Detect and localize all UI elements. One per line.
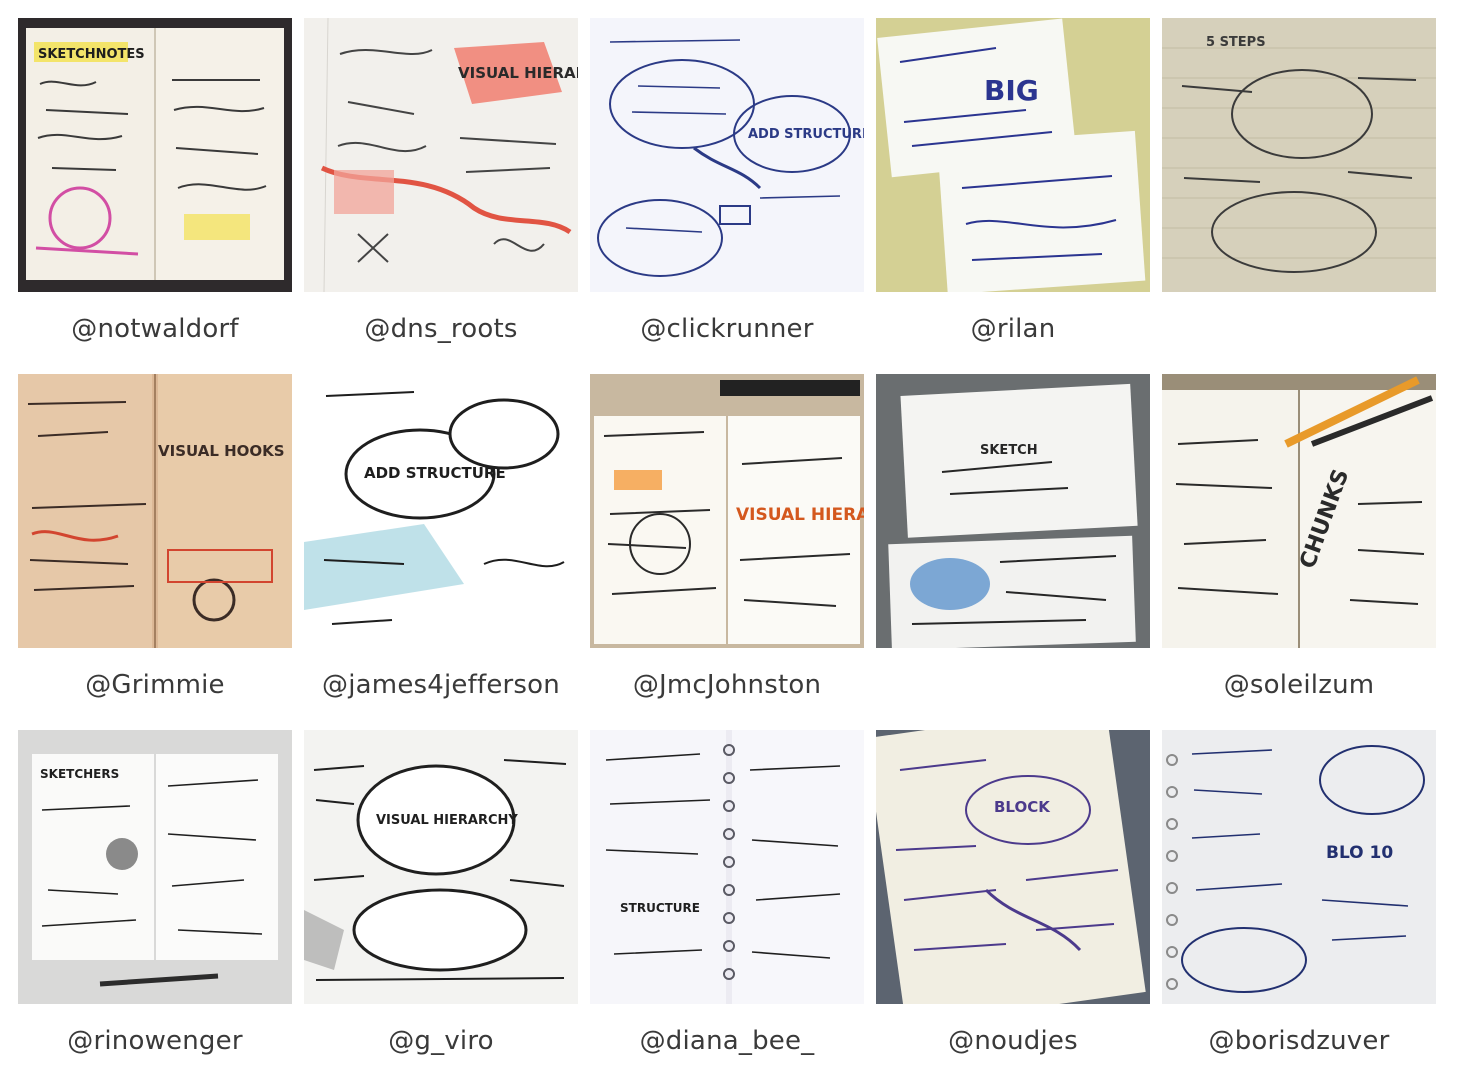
author-handle[interactable]: @rinowenger — [67, 1026, 243, 1056]
sketch-title-text: VISUAL HIERARCHY — [736, 505, 864, 525]
sketchnote-image: VISUAL HIERARCHY — [304, 18, 578, 292]
gallery-card: ADD STRUCTURE @clickrunner — [590, 18, 864, 374]
sketchnote-image: BLOCK — [876, 730, 1150, 1004]
gallery-card: VISUAL HOOKS @Grimmie — [18, 374, 292, 730]
sketchnote-image: BLO 10 — [1162, 730, 1436, 1004]
author-handle[interactable]: @Grimmie — [85, 670, 225, 700]
gallery-card: SKETCHNOTES @notwaldorf — [18, 18, 292, 374]
sketchnote-gallery: SKETCHNOTES @notwaldorf VISUAL HIERARCHY — [18, 18, 1440, 1086]
sketchnote-image: BIG — [876, 18, 1150, 292]
author-handle[interactable]: @noudjes — [948, 1026, 1078, 1056]
sketchnote-photo[interactable]: STRUCTURE — [590, 730, 864, 1004]
sketch-title-text: VISUAL HOOKS — [158, 442, 285, 460]
sketchnote-photo[interactable]: SKETCH — [876, 374, 1150, 648]
sketchnote-photo[interactable]: 5 STEPS — [1162, 18, 1436, 292]
sketchnote-photo[interactable]: ADD STRUCTURE — [590, 18, 864, 292]
gallery-card: BIG @rilan — [876, 18, 1150, 374]
gallery-card: BLO 10 @borisdzuver — [1162, 730, 1436, 1086]
sketch-title-text: SKETCHNOTES — [38, 47, 145, 62]
sketchnote-photo[interactable]: VISUAL HIERARCHY — [304, 730, 578, 1004]
sketchnote-image: 5 STEPS — [1162, 18, 1436, 292]
author-handle[interactable]: @soleilzum — [1223, 670, 1375, 700]
sketchnote-image: SKETCH — [876, 374, 1150, 648]
sketchnote-image: VISUAL HIERARCHY — [590, 374, 864, 648]
sketchnote-photo[interactable]: SKETCHERS — [18, 730, 292, 1004]
sketchnote-image: CHUNKS — [1162, 374, 1436, 648]
sketch-title-text: BLO 10 — [1326, 843, 1393, 863]
author-handle[interactable]: @borisdzuver — [1208, 1026, 1390, 1056]
author-handle[interactable]: @clickrunner — [640, 314, 814, 344]
sketchnote-photo[interactable]: VISUAL HIERARCHY — [304, 18, 578, 292]
sketch-title-text: 5 STEPS — [1206, 35, 1266, 50]
sketchnote-photo[interactable]: BLO 10 — [1162, 730, 1436, 1004]
sketchnote-photo[interactable]: ADD STRUCTURE — [304, 374, 578, 648]
gallery-card: VISUAL HIERARCHY @JmcJohnston — [590, 374, 864, 730]
gallery-card: ADD STRUCTURE @james4jefferson — [304, 374, 578, 730]
author-handle[interactable]: @rilan — [970, 314, 1056, 344]
gallery-card: STRUCTURE @diana_bee_ — [590, 730, 864, 1086]
author-handle[interactable]: @diana_bee_ — [639, 1026, 815, 1056]
gallery-card: SKETCH — [876, 374, 1150, 730]
sketchnote-image: ADD STRUCTURE — [304, 374, 578, 648]
sketchnote-photo[interactable]: BIG — [876, 18, 1150, 292]
sketchnote-photo[interactable]: CHUNKS — [1162, 374, 1436, 648]
gallery-card: VISUAL HIERARCHY @dns_roots — [304, 18, 578, 374]
sketch-title-text: SKETCH — [980, 443, 1038, 458]
sketchnote-image: SKETCHERS — [18, 730, 292, 1004]
sketchnote-image: SKETCHNOTES — [18, 18, 292, 292]
sketch-title-text: VISUAL HIERARCHY — [458, 64, 578, 82]
gallery-card: BLOCK @noudjes — [876, 730, 1150, 1086]
author-handle[interactable]: @notwaldorf — [71, 314, 239, 344]
sketchnote-photo[interactable]: BLOCK — [876, 730, 1150, 1004]
author-handle[interactable]: @james4jefferson — [322, 670, 560, 700]
sketchnote-image: VISUAL HOOKS — [18, 374, 292, 648]
author-handle[interactable]: @JmcJohnston — [632, 670, 822, 700]
sketchnote-image: VISUAL HIERARCHY — [304, 730, 578, 1004]
sketchnote-photo[interactable]: VISUAL HOOKS — [18, 374, 292, 648]
gallery-card: CHUNKS @soleilzum — [1162, 374, 1436, 730]
author-handle[interactable]: @g_viro — [388, 1026, 494, 1056]
gallery-card: 5 STEPS — [1162, 18, 1436, 374]
sketchnote-image: STRUCTURE — [590, 730, 864, 1004]
sketchnote-photo[interactable]: SKETCHNOTES — [18, 18, 292, 292]
author-handle[interactable]: @dns_roots — [364, 314, 518, 344]
sketch-title-text: STRUCTURE — [620, 901, 700, 915]
sketch-title-text: VISUAL HIERARCHY — [376, 813, 518, 828]
sketch-title-text: ADD STRUCTURE — [748, 127, 864, 142]
sketch-title-text: ADD STRUCTURE — [364, 464, 506, 482]
sketch-title-text: BIG — [984, 74, 1039, 107]
sketch-title-text: SKETCHERS — [40, 767, 119, 781]
sketchnote-photo[interactable]: VISUAL HIERARCHY — [590, 374, 864, 648]
sketchnote-image: ADD STRUCTURE — [590, 18, 864, 292]
sketch-title-text: BLOCK — [994, 798, 1051, 816]
gallery-card: VISUAL HIERARCHY @g_viro — [304, 730, 578, 1086]
gallery-card: SKETCHERS @rinowenger — [18, 730, 292, 1086]
